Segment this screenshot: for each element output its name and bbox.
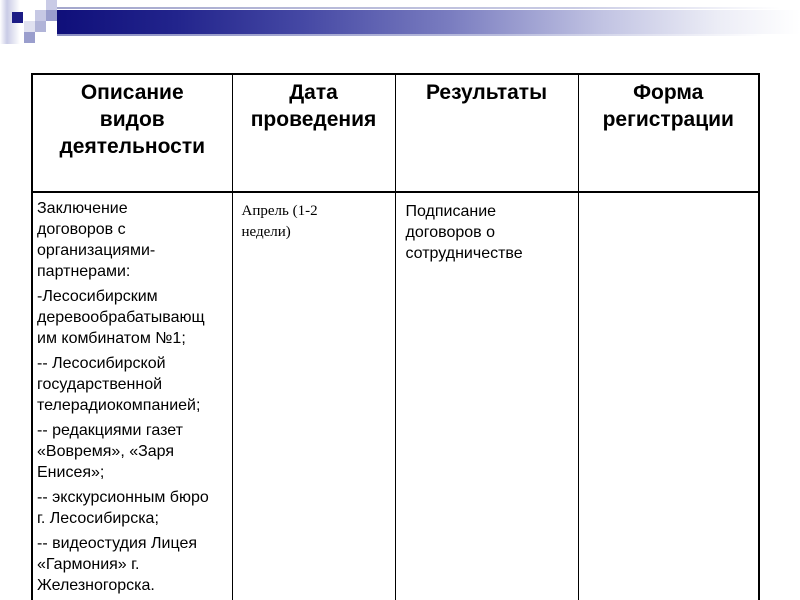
decoration-square-medium <box>35 21 46 32</box>
table-row: Заключение договоров с организациями- па… <box>31 191 760 600</box>
header-results: Результаты <box>394 73 579 193</box>
activities-paragraph: -- редакциями газет «Вовремя», «Заря Ени… <box>37 422 183 481</box>
decoration-square-navy <box>12 12 23 23</box>
cell-registration <box>577 191 760 600</box>
decoration-bottom-line <box>57 34 800 36</box>
decoration-square-pale <box>24 21 35 32</box>
decoration-square-purple <box>46 10 57 21</box>
decoration-top-line <box>57 7 795 9</box>
gradient-title-bar <box>57 10 800 34</box>
slide-header-decoration <box>0 0 800 46</box>
header-date: Дата проведения <box>231 73 396 193</box>
activities-paragraph: Заключение договоров с организациями- па… <box>37 200 156 280</box>
activities-paragraph: -- Лесосибирской государственной телерад… <box>37 355 201 414</box>
decoration-square-purple-bottom <box>24 32 35 43</box>
activity-plan-table: Описание видов деятельности Дата проведе… <box>31 73 760 600</box>
header-activities: Описание видов деятельности <box>31 73 233 193</box>
cell-activities: Заключение договоров с организациями- па… <box>31 191 233 600</box>
decoration-square-light <box>35 10 46 21</box>
table-header-row: Описание видов деятельности Дата проведе… <box>31 73 760 193</box>
activities-paragraph: -- видеостудия Лицея «Гармония» г. Желез… <box>37 535 198 594</box>
decoration-square-light-top <box>46 0 57 10</box>
activities-paragraph: -Лесосибирским деревообрабатывающ им ком… <box>37 288 205 347</box>
cell-date: Апрель (1-2 недели) <box>231 191 396 600</box>
header-registration: Форма регистрации <box>577 73 760 193</box>
activities-paragraph: -- экскурсионным бюро г. Лесосибирска; <box>37 489 209 527</box>
left-gradient-strip <box>0 0 20 44</box>
cell-results: Подписание договоров о сотрудничестве <box>394 191 579 600</box>
